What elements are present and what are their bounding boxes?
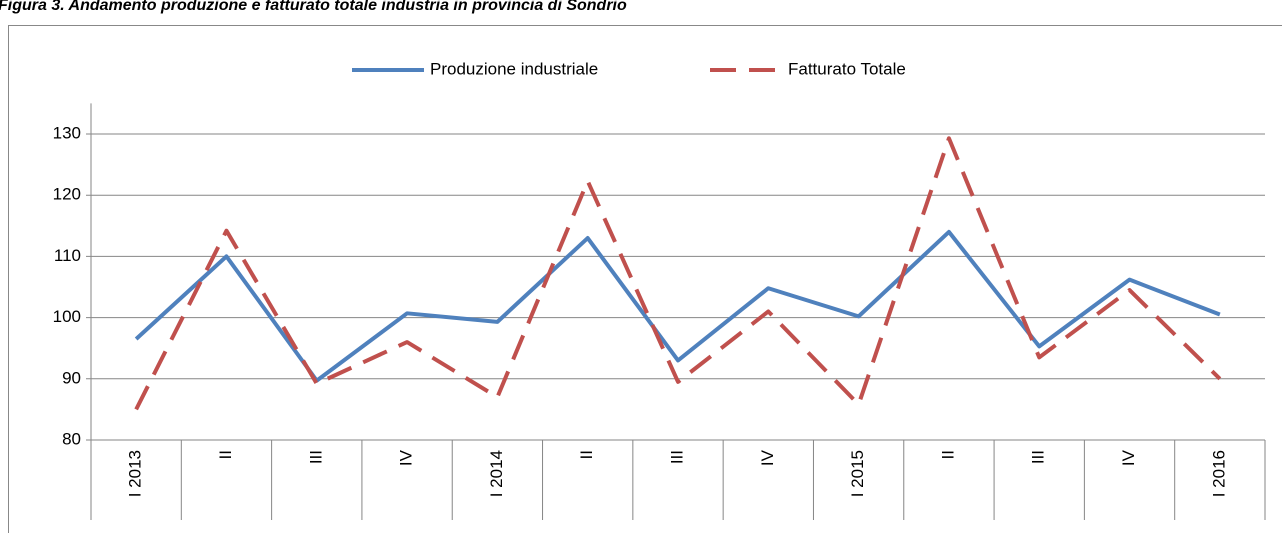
x-tick-label: IV [758,449,777,466]
y-tick-label: 100 [53,307,81,326]
x-tick-label: III [306,450,325,464]
y-tick-label: 80 [62,429,81,448]
x-tick-label: II [938,450,957,459]
x-tick-label: III [667,450,686,464]
y-tick-label: 110 [54,246,81,265]
x-tick-label: II [577,450,596,459]
x-tick-label: II [216,450,235,459]
legend-label: Fatturato Totale [788,59,906,78]
x-tick-label: IV [397,449,416,466]
x-tick-label: I 2013 [126,450,145,497]
y-tick-label: 90 [62,368,81,387]
x-tick-label: IV [1119,449,1138,466]
x-tick-label: I 2016 [1209,450,1228,497]
x-tick-label: III [1029,450,1048,464]
y-tick-label: 120 [53,185,81,204]
y-tick-label: 130 [53,123,81,142]
chart-title: Figura 3. Andamento produzione e fattura… [0,0,627,14]
x-tick-label: I 2015 [848,450,867,497]
x-tick-label: I 2014 [487,450,506,497]
legend-label: Produzione industriale [430,59,598,78]
